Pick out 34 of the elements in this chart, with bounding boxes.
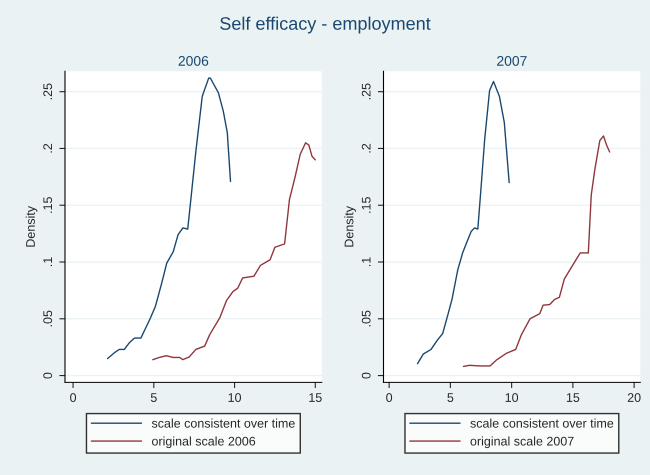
x-tick-label: 10 — [228, 393, 242, 402]
legend-label: scale consistent over time — [470, 418, 614, 428]
x-tick-label: 10 — [506, 393, 518, 402]
y-tick-label: .15 — [362, 197, 371, 213]
x-tick-label: 0 — [386, 393, 392, 402]
legend-label: original scale 2006 — [152, 436, 256, 448]
y-tick-label: .05 — [43, 310, 52, 326]
y-tick-label: .05 — [362, 310, 371, 326]
y-tick-label: .2 — [362, 144, 370, 153]
line-series — [462, 135, 610, 368]
x-tick-label: 5 — [447, 393, 454, 402]
x-tick-label: 20 — [628, 393, 641, 402]
x-tick-label: 15 — [566, 393, 580, 402]
chart-subtitle: 2007 — [497, 56, 527, 66]
legend-label: scale consistent over time — [152, 418, 295, 428]
y-tick-label: .1 — [43, 257, 52, 266]
chart-title: Self efficacy - employment — [220, 16, 431, 34]
y-tick-label: .15 — [43, 197, 52, 213]
y-tick-label: .25 — [43, 84, 52, 100]
x-tick-label: 5 — [150, 393, 157, 402]
x-tick-label: 15 — [309, 393, 322, 402]
x-tick-label: 0 — [70, 393, 76, 402]
y-tick-label: .1 — [362, 257, 370, 266]
y-tick-label: .25 — [362, 84, 371, 100]
y-tick-label: 0 — [43, 372, 52, 379]
y-axis-title: Density — [26, 206, 38, 247]
line-series — [106, 77, 232, 360]
legend-label: original scale 2007 — [470, 436, 574, 448]
y-tick-label: .2 — [43, 144, 52, 153]
chart-subtitle: 2006 — [178, 56, 208, 66]
line-series — [152, 142, 316, 360]
y-tick-label: 0 — [362, 372, 371, 379]
line-series — [416, 80, 510, 364]
y-axis-title: Density — [344, 206, 356, 247]
